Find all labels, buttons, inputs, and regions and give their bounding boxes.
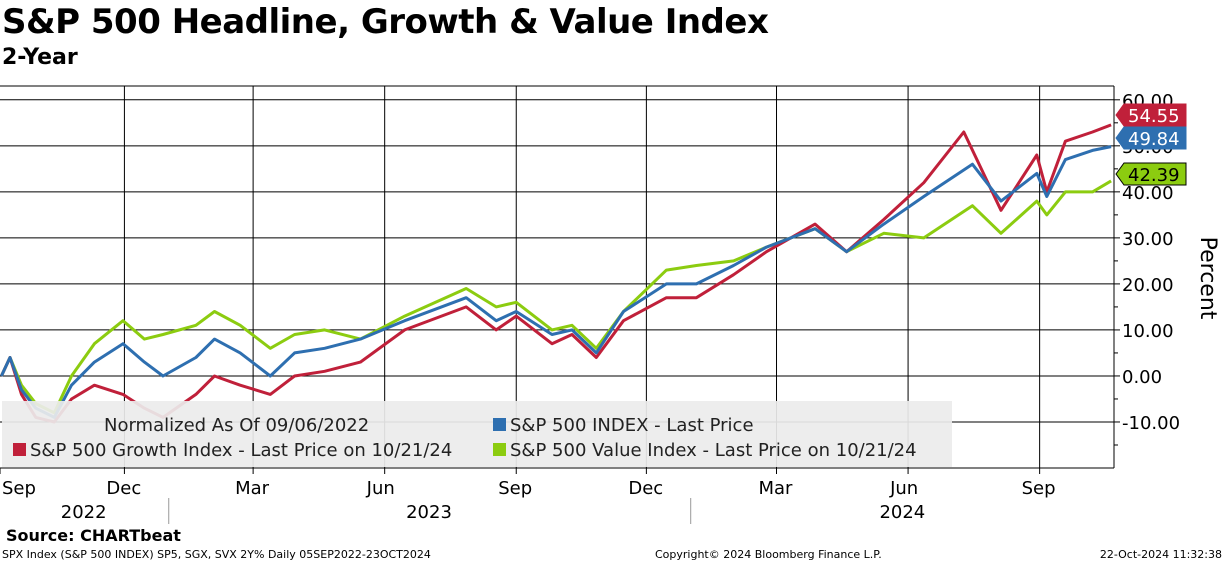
last-value-tag-growth [1115, 103, 1187, 127]
x-tick-label: Dec [106, 478, 141, 499]
x-tick-label: Dec [628, 478, 663, 499]
legend-swatch-sp500 [493, 418, 506, 431]
last-value-label-value: 42.39 [1128, 165, 1180, 186]
y-tick-label: 20.00 [1122, 275, 1174, 296]
x-tick-label: Jun [366, 478, 395, 499]
x-year-label: 2024 [879, 502, 925, 523]
chart-title: S&P 500 Headline, Growth & Value Index [2, 2, 769, 42]
legend-label: S&P 500 Growth Index - Last Price on 10/… [30, 440, 452, 461]
legend-label: S&P 500 Value Index - Last Price on 10/2… [510, 440, 917, 461]
x-tick-label: Sep [1022, 478, 1056, 499]
source-note: Source: CHARTbeat [6, 526, 181, 545]
x-tick-label: Jun [889, 478, 918, 499]
copyright: Copyright© 2024 Bloomberg Finance L.P. [655, 548, 882, 561]
series-line-value [0, 179, 1112, 415]
legend-label: Normalized As Of 09/06/2022 [104, 415, 369, 436]
y-tick-label: 10.00 [1122, 321, 1174, 342]
x-tick-label: Sep [498, 478, 532, 499]
last-value-tag-sp500 [1115, 126, 1187, 150]
x-year-label: 2022 [61, 502, 107, 523]
x-tick-label: Mar [235, 478, 270, 499]
legend-swatch-growth [13, 443, 26, 456]
last-value-tag-value [1115, 162, 1187, 186]
series-line-growth [0, 123, 1112, 424]
legend-label: S&P 500 INDEX - Last Price [510, 415, 754, 436]
legend-swatch-value [493, 443, 506, 456]
x-tick-label: Mar [759, 478, 794, 499]
x-year-label: 2023 [406, 502, 452, 523]
x-tick-label: Sep [2, 478, 36, 499]
timestamp: 22-Oct-2024 11:32:38 [1099, 548, 1222, 561]
y-tick-label: 30.00 [1122, 229, 1174, 250]
y-tick-label: -10.00 [1122, 413, 1180, 434]
series-line-sp500 [0, 145, 1112, 419]
last-value-label-growth: 54.55 [1128, 106, 1180, 127]
legend-box [2, 401, 952, 467]
last-value-label-sp500: 49.84 [1128, 129, 1180, 150]
y-tick-label: 0.00 [1122, 367, 1162, 388]
y-tick-label: 40.00 [1122, 183, 1174, 204]
footer-info: SPX Index (S&P 500 INDEX) SP5, SGX, SVX … [2, 548, 431, 561]
chart-subtitle: 2-Year [2, 45, 78, 70]
y-axis-title: Percent [1195, 237, 1220, 320]
